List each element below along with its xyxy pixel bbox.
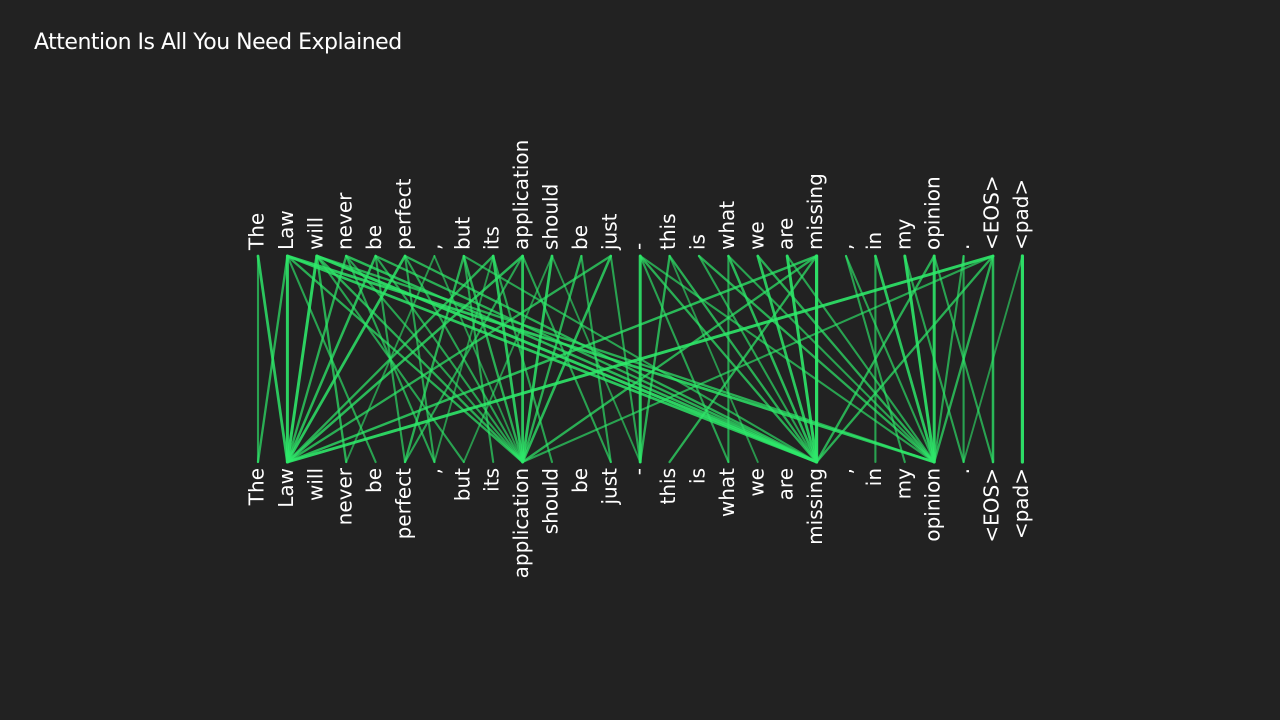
attention-link — [403, 254, 436, 464]
query-token: - — [627, 243, 651, 250]
query-token: . — [950, 244, 974, 250]
attention-link — [609, 254, 642, 464]
query-token: in — [862, 232, 886, 250]
attention-link — [668, 254, 818, 464]
key-token: just — [597, 468, 621, 506]
attention-link — [639, 254, 730, 464]
key-token: opinion — [921, 468, 945, 542]
key-token: this — [656, 468, 680, 505]
query-token: be — [362, 225, 386, 250]
attention-link — [639, 254, 671, 464]
attention-link — [285, 254, 319, 464]
attention-link — [962, 255, 1024, 463]
query-token: Law — [274, 210, 298, 250]
attention-link — [786, 254, 936, 464]
attention-link — [462, 254, 524, 464]
attention-link — [403, 254, 524, 464]
query-token: , — [833, 244, 857, 250]
attention-link — [286, 254, 407, 464]
attention-link — [727, 254, 818, 464]
query-token: what — [715, 201, 739, 250]
attention-link — [815, 254, 995, 464]
query-token: be — [568, 225, 592, 250]
key-token: <pad> — [1009, 468, 1033, 539]
query-token: is — [686, 234, 710, 250]
attention-link — [521, 254, 613, 464]
key-token: Law — [274, 468, 298, 508]
query-token: application — [509, 140, 533, 250]
query-token: The — [245, 213, 269, 251]
attention-link — [903, 254, 936, 464]
attention-link — [403, 254, 818, 464]
attention-link — [933, 254, 995, 464]
query-token: but — [450, 217, 474, 250]
key-token: be — [568, 468, 592, 493]
attention-link — [286, 254, 524, 464]
attention-link — [668, 255, 759, 463]
attention-link — [580, 254, 612, 464]
key-token: application — [509, 468, 533, 578]
attention-link — [933, 254, 965, 464]
query-token: are — [774, 218, 798, 250]
query-token: perfect — [392, 178, 416, 250]
attention-link — [286, 254, 377, 464]
key-token: but — [450, 468, 474, 501]
attention-link — [256, 254, 289, 464]
page-title: Attention Is All You Need Explained — [34, 30, 402, 55]
attention-link — [521, 254, 818, 464]
key-token-labels: The Law will never be perfect, but its applicati… — [245, 467, 1033, 578]
key-token: should — [539, 468, 563, 534]
attention-link — [462, 255, 553, 463]
key-token: will — [303, 468, 327, 501]
key-token: never — [333, 467, 357, 525]
key-token: missing — [803, 468, 827, 545]
attention-link — [286, 254, 612, 464]
query-token: <pad> — [1009, 179, 1033, 250]
attention-link — [344, 254, 818, 464]
attention-links — [256, 254, 1025, 464]
attention-link — [286, 254, 495, 464]
key-token: is — [686, 468, 710, 484]
query-token: should — [539, 184, 563, 250]
key-token: , — [421, 468, 445, 474]
key-token: be — [362, 468, 386, 493]
attention-link — [285, 254, 995, 464]
query-token: , — [421, 244, 445, 250]
key-token: in — [862, 468, 886, 486]
attention-link — [462, 254, 495, 464]
query-token: will — [303, 217, 327, 250]
query-token: never — [333, 192, 357, 250]
attention-link — [727, 254, 936, 464]
query-token-labels: The Law will never be perfect, but its applicati… — [245, 140, 1033, 251]
key-token: its — [480, 468, 504, 492]
key-token: what — [715, 468, 739, 517]
attention-link — [756, 254, 936, 464]
attention-link — [286, 254, 348, 464]
query-token: <EOS> — [980, 175, 1004, 250]
query-token: its — [480, 226, 504, 250]
key-token: The — [245, 468, 269, 506]
key-token: perfect — [392, 468, 416, 540]
attention-link — [521, 254, 995, 464]
key-token: . — [950, 468, 974, 474]
key-token: - — [627, 468, 651, 475]
query-token: opinion — [921, 176, 945, 250]
attention-link — [286, 254, 818, 464]
query-token: just — [597, 213, 621, 251]
key-token: are — [774, 468, 798, 500]
attention-link — [521, 254, 554, 464]
key-token: , — [833, 468, 857, 474]
query-token: we — [744, 221, 768, 250]
key-token: we — [744, 468, 768, 497]
attention-link — [844, 254, 936, 464]
query-token: my — [891, 219, 915, 250]
query-token: this — [656, 214, 680, 251]
key-token: <EOS> — [980, 468, 1004, 543]
query-token: missing — [803, 173, 827, 250]
key-token: my — [891, 468, 915, 499]
attention-link — [756, 254, 818, 464]
attention-link — [403, 254, 465, 464]
